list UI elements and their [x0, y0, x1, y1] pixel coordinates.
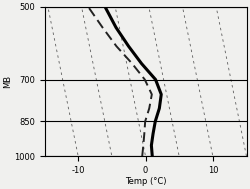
Y-axis label: MB: MB [4, 75, 13, 88]
X-axis label: Temp (°C): Temp (°C) [125, 177, 166, 186]
